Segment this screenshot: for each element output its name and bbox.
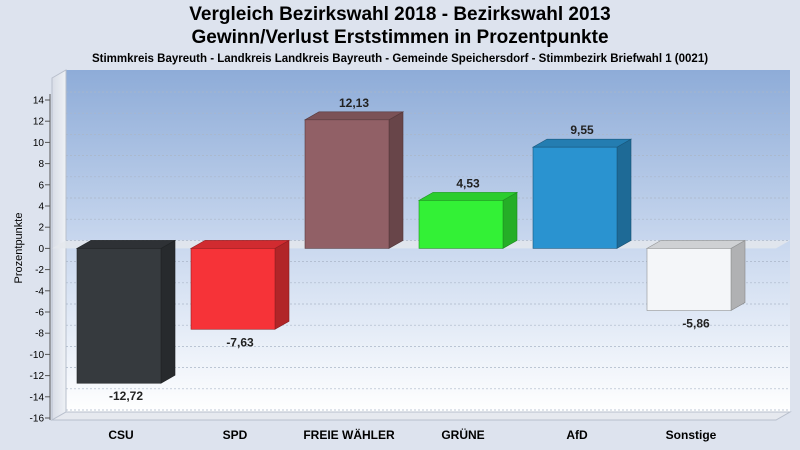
- bar-top: [189, 240, 291, 249]
- chart-title: Vergleich Bezirkswahl 2018 - Bezirkswahl…: [189, 4, 611, 25]
- data-label: -12,72: [109, 389, 143, 403]
- category-label: Sonstige: [666, 428, 717, 442]
- y-tick-label: 10: [33, 138, 45, 149]
- data-label: -5,86: [682, 317, 710, 331]
- y-tick-label: -14: [30, 392, 45, 403]
- category-label: GRÜNE: [441, 427, 484, 442]
- category-label: SPD: [223, 428, 248, 442]
- y-tick-label: 14: [33, 96, 45, 107]
- y-tick-label: -12: [30, 371, 45, 382]
- y-tick-label: -4: [35, 286, 44, 297]
- chart-location-subtitle: Stimmkreis Bayreuth - Landkreis Landkrei…: [91, 53, 709, 65]
- chart-subtitle: Gewinn/Verlust Erststimmen in Prozentpun…: [191, 27, 609, 48]
- y-tick-label: 4: [38, 202, 44, 213]
- y-tick-label: -10: [30, 350, 45, 361]
- floor: [50, 411, 792, 421]
- y-axis-label: Prozentpunkte: [13, 213, 25, 284]
- category-labels: CSU SPD FREIE WÄHLER GRÜNE AfD Sonstige: [108, 427, 716, 442]
- bar-freie-w-hler: 12,13: [303, 96, 405, 249]
- bar-side: [274, 239, 290, 330]
- bars: -12,72 -7,63 12,13 4,53 9,55 -5,86: [75, 96, 747, 403]
- y-tick-label: 0: [38, 244, 44, 255]
- bar-front: [532, 146, 618, 249]
- bar-front: [76, 248, 162, 384]
- bar-front: [304, 119, 390, 249]
- bar-top: [645, 240, 747, 249]
- bar-top: [75, 240, 177, 249]
- bar-sonstige: -5,86: [645, 239, 747, 331]
- bar-csu: -12,72: [75, 239, 177, 403]
- bar-afd: 9,55: [531, 123, 633, 249]
- y-tick-label: -2: [35, 265, 44, 276]
- bar-top: [531, 138, 633, 148]
- y-tick-label: 2: [38, 223, 44, 234]
- y-tick-label: -6: [35, 308, 44, 319]
- bar-gr-ne: 4,53: [417, 176, 519, 249]
- bar-top: [303, 111, 405, 121]
- data-label: 4,53: [456, 176, 480, 190]
- data-label: -7,63: [226, 335, 254, 349]
- bar-top: [417, 192, 519, 201]
- bar-side: [502, 191, 518, 249]
- bar-side: [388, 111, 404, 249]
- bar-front: [646, 248, 732, 311]
- y-tick-label: 8: [38, 159, 44, 170]
- y-axis-ticks: 14 12 10 8 6 4 2 0 -2 -4 -6 -8 -10 -12 -14 -16: [30, 94, 51, 425]
- y-tick-label: -16: [30, 414, 45, 425]
- y-tick-label: 12: [33, 117, 45, 128]
- y-tick-label: -8: [35, 329, 44, 340]
- bar-front: [418, 200, 504, 249]
- category-label: CSU: [108, 428, 133, 442]
- data-label: 12,13: [339, 96, 369, 110]
- bar-side: [160, 239, 176, 384]
- category-label: FREIE WÄHLER: [303, 427, 395, 442]
- y-tick-label: 6: [38, 180, 44, 191]
- bar-front: [190, 248, 276, 330]
- bar-side: [730, 239, 746, 312]
- category-label: AfD: [566, 428, 588, 442]
- data-label: 9,55: [570, 123, 594, 137]
- bar-side: [616, 138, 632, 249]
- bar-spd: -7,63: [189, 239, 291, 349]
